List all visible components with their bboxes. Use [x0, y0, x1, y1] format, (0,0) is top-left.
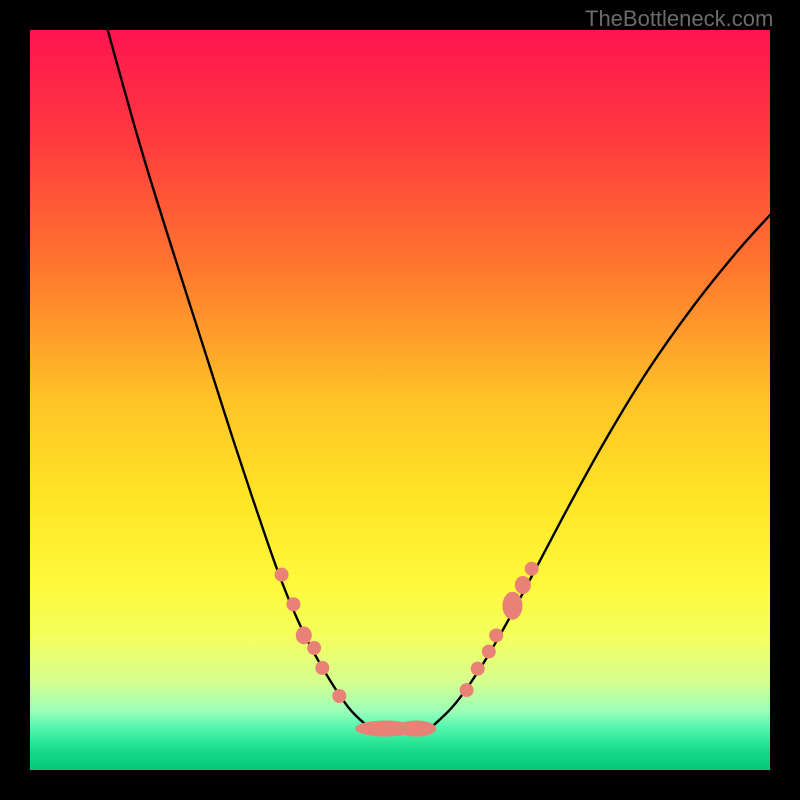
chart-stage: TheBottleneck.com — [0, 0, 800, 800]
marker-point — [525, 562, 539, 576]
marker-point — [482, 645, 496, 659]
marker-point — [307, 641, 321, 655]
marker-point — [489, 628, 503, 642]
marker-point — [396, 721, 436, 737]
marker-point — [502, 592, 522, 620]
plot-gradient — [30, 30, 770, 770]
marker-point — [332, 689, 346, 703]
marker-point — [515, 576, 531, 594]
marker-point — [296, 626, 312, 644]
marker-point — [286, 597, 300, 611]
marker-point — [315, 661, 329, 675]
watermark-text: TheBottleneck.com — [585, 6, 773, 32]
marker-point — [471, 662, 485, 676]
chart-svg — [0, 0, 800, 800]
marker-point — [275, 568, 289, 582]
marker-point — [460, 683, 474, 697]
